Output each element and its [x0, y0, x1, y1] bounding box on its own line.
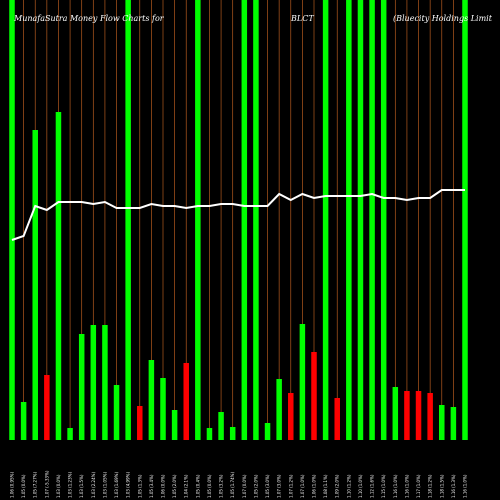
- x-tick-label: 1.03 (2.24%): [91, 472, 96, 498]
- x-tick-label: 1.18 (1.2%): [428, 474, 433, 498]
- bar-5: [55, 112, 62, 440]
- bar-15: [171, 410, 178, 440]
- bar-12: [137, 406, 143, 440]
- x-tick-label: 1.07 (1.2%): [288, 474, 293, 498]
- bar-33: [380, 0, 387, 440]
- x-tick-label: 1.09 (2.0%): [335, 474, 340, 498]
- x-tick-label: 1.05 (3.2%): [219, 474, 224, 498]
- bar-37: [427, 393, 433, 440]
- bar-9: [102, 325, 108, 440]
- x-tick-label: 1.15 (1.0%): [381, 474, 386, 498]
- bar-28: [322, 0, 329, 440]
- bar-4: [44, 375, 50, 440]
- x-tick-label: 1.05 (0.0%): [207, 474, 212, 498]
- bar-19: [218, 412, 224, 440]
- x-tick-label: 1.05 (3.4%): [149, 474, 154, 498]
- money-flow-line: [11, 189, 465, 241]
- x-tick-label: 1.05 (2.0%): [172, 474, 177, 498]
- x-tick-label: 1.05 (1.3%): [137, 474, 142, 498]
- x-tick-label: 1.06 (1.0%): [312, 474, 317, 498]
- bar-6: [67, 428, 73, 440]
- grid-lines: [11, 0, 466, 440]
- bar-22: [253, 0, 259, 440]
- x-tick-label: 1.12 (1.6%): [370, 474, 375, 498]
- bar-34: [392, 387, 399, 440]
- x-tick-label: 1.05 (0.4%): [195, 474, 200, 498]
- x-tick-label: 1.03 (1.69%): [114, 472, 119, 498]
- bar-36: [415, 391, 422, 440]
- bar-1: [9, 0, 15, 440]
- bar-27: [311, 352, 317, 440]
- x-tick-label: 1.05 (2.0%): [253, 474, 258, 498]
- x-tick-label: 1.03 (4.99%): [126, 472, 131, 498]
- bar-38: [439, 405, 445, 440]
- bar-11: [125, 0, 131, 440]
- chart-title-company: (Bluecity Holdings Limit: [393, 14, 493, 23]
- bar-16: [183, 363, 189, 440]
- x-tick-label: 1.16 (1.3%): [451, 474, 456, 498]
- bar-32: [369, 0, 375, 440]
- bar-30: [346, 0, 352, 440]
- bar-26: [299, 324, 306, 440]
- bar-23: [264, 423, 271, 440]
- bar-13: [148, 360, 155, 440]
- bar-35: [404, 391, 410, 440]
- x-tick-label: 1.03 (1.05%): [102, 472, 107, 498]
- x-tick-label: 1.06 (0.0%): [161, 474, 166, 498]
- x-tick-labels: 1.06 (0.95%) 1.05 (0.0%) 1.05 (7.27%) 1.07 …: [10, 470, 468, 498]
- x-tick-label: 1.16 (1.0%): [404, 474, 409, 498]
- bar-21: [241, 0, 248, 440]
- x-tick-label: 1.04 (2.1%): [184, 474, 189, 498]
- bar-17: [195, 0, 201, 440]
- x-tick-label: 1.16 (1.0%): [463, 474, 468, 498]
- x-tick-label: 1.10 (1.2%): [346, 474, 351, 498]
- x-tick-label: 1.07 (1.0%): [300, 474, 305, 498]
- bar-2: [20, 402, 27, 440]
- x-tick-label: 1.07 (-5.33%): [44, 470, 49, 498]
- x-tick-label: 1.05 (3.0%): [265, 474, 270, 498]
- bar-24: [276, 379, 282, 440]
- x-tick-label: 1.18 (1.5%): [439, 474, 444, 498]
- bar-39: [450, 407, 457, 440]
- x-tick-label: 1.03 (0.0%): [56, 474, 61, 498]
- x-tick-label: 1.16 (1.0%): [393, 474, 398, 498]
- bars: [9, 0, 468, 440]
- bar-3: [32, 130, 38, 440]
- x-tick-label: 1.07 (0.0%): [242, 474, 247, 498]
- bar-8: [90, 325, 97, 440]
- x-tick-label: 1.07 (3.0%): [277, 474, 282, 498]
- x-tick-label: 1.03 (1.5%): [79, 474, 84, 498]
- x-tick-label: 1.17 (1.0%): [416, 474, 421, 498]
- bar-31: [357, 0, 364, 440]
- bar-40: [462, 0, 468, 440]
- bar-10: [113, 385, 120, 440]
- bar-20: [229, 427, 236, 440]
- bar-18: [206, 428, 213, 440]
- x-tick-label: 1.05 (0.0%): [21, 474, 26, 498]
- x-tick-label: 1.05 (1.74%): [230, 472, 235, 498]
- x-tick-label: 1.03 (1.23%): [68, 472, 73, 498]
- x-tick-label: 1.06 (0.95%): [10, 472, 15, 498]
- bar-7: [78, 334, 85, 440]
- bar-25: [288, 393, 294, 440]
- bar-29: [334, 398, 340, 440]
- x-tick-label: 1.10 (1.0%): [358, 474, 363, 498]
- chart-title-symbol: BLCT: [290, 14, 314, 23]
- bar-14: [160, 378, 166, 440]
- x-tick-label: 1.08 (1.1%): [323, 474, 328, 498]
- chart-title-left: MunafaSutra Money Flow Charts for: [13, 14, 165, 23]
- x-tick-label: 1.05 (7.27%): [33, 472, 38, 498]
